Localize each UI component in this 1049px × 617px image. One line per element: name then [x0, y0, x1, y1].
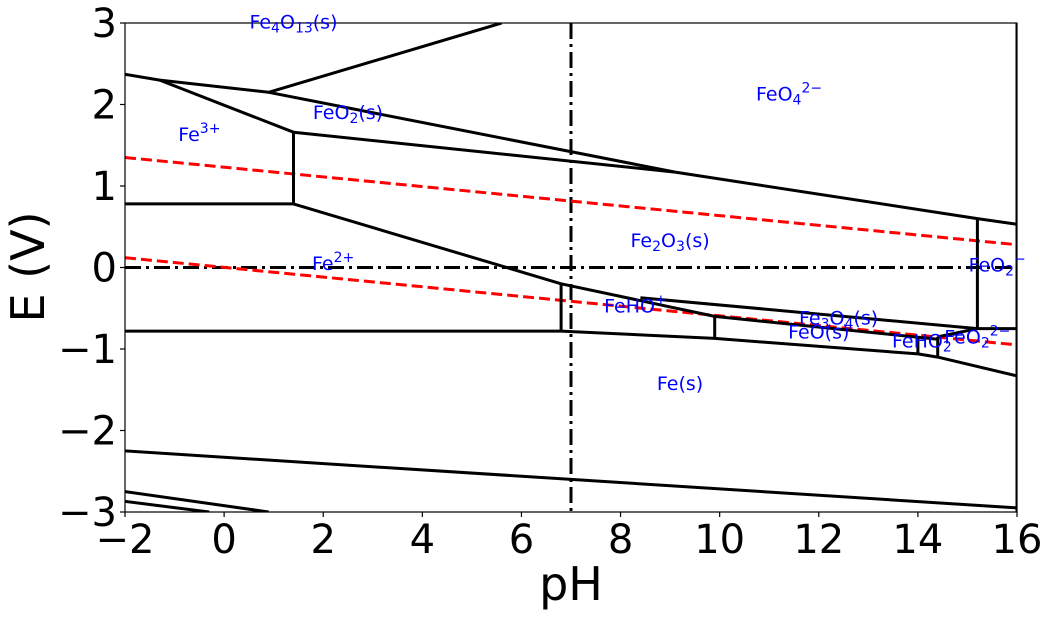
phase-boundary-6: [674, 170, 1017, 226]
phase-boundary-2: [268, 23, 503, 94]
y-tick-label: 0: [92, 246, 117, 292]
phase-boundary-22: [125, 449, 1017, 510]
x-tick-label: 0: [211, 517, 236, 563]
phase-boundary-12: [560, 282, 716, 318]
region-label: Fe2O3(s): [631, 230, 710, 255]
region-label: FeO(s): [788, 321, 849, 343]
y-tick-label: 3: [92, 1, 117, 47]
x-axis-label: pH: [539, 557, 603, 611]
region-label: FeO2(s): [313, 102, 383, 127]
phase-boundary-5: [293, 130, 676, 174]
water-stability-line-1: [125, 156, 1017, 247]
x-tick-label: 10: [694, 517, 745, 563]
phase-boundary-23: [125, 490, 269, 512]
x-tick-label: 4: [410, 517, 435, 563]
water-stability-line-2: [125, 256, 1017, 347]
x-axis-ticks: −2 0 2 4 6 8 10 12 14 16: [96, 512, 1043, 563]
region-labels: Fe4O13(s) FeO42− FeO2(s) Fe3+ Fe2O3(s) Fe2+ Fe…: [178, 12, 1026, 395]
phase-boundary-24: [125, 499, 210, 512]
x-tick-label: −2: [96, 517, 155, 563]
x-tick-label: 8: [608, 517, 633, 563]
region-label: Fe3+: [178, 121, 220, 146]
region-label: FeO2−: [969, 252, 1026, 280]
y-axis-label: E (V): [1, 211, 55, 322]
region-label: Fe2+: [312, 250, 354, 275]
phase-boundary-1: [125, 72, 269, 94]
x-tick-label: 16: [992, 517, 1043, 563]
phase-boundary-9: [293, 202, 562, 286]
phase-boundary-13: [640, 296, 978, 331]
x-tick-label: 2: [310, 517, 335, 563]
y-tick-label: −3: [58, 490, 117, 536]
x-tick-label: 14: [892, 517, 943, 563]
region-label: Fe4O13(s): [249, 12, 337, 37]
y-tick-label: 2: [92, 83, 117, 129]
region-label: Fe3O4(s): [799, 308, 878, 333]
y-axis-ticks: −3 −2 −1 0 1 2 3: [58, 1, 125, 536]
x-tick-label: 12: [793, 517, 844, 563]
region-label: FeO42−: [756, 80, 822, 108]
region-label: FeO22−: [944, 323, 1010, 351]
y-tick-label: −2: [58, 409, 117, 455]
region-label: Fe(s): [657, 373, 703, 395]
region-label: FeHO+: [604, 292, 667, 317]
phase-boundary-3: [268, 90, 676, 174]
region-label: FeHO2−: [892, 327, 963, 355]
phase-boundary-4: [159, 78, 295, 134]
y-tick-label: −1: [58, 327, 117, 373]
phase-boundary-15: [714, 314, 938, 341]
y-tick-label: 1: [92, 164, 117, 210]
plot-area: [125, 23, 1017, 512]
x-tick-label: 6: [509, 517, 534, 563]
